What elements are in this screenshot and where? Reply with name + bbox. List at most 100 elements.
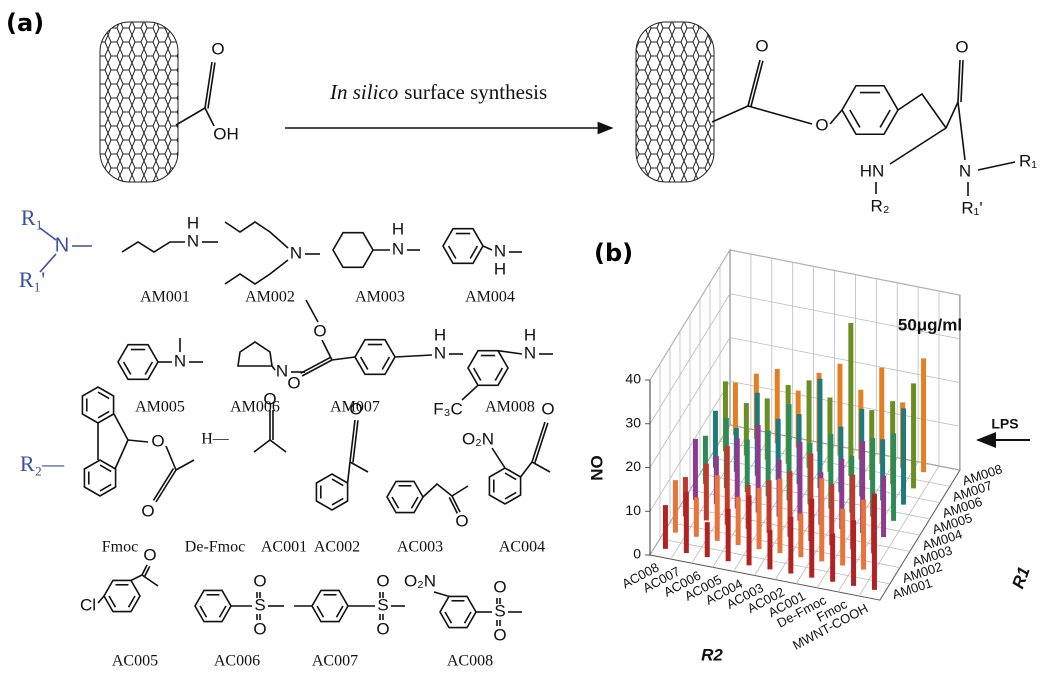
bond (946, 102, 958, 128)
bond (176, 460, 194, 470)
compound-label: AC002 (314, 539, 360, 556)
bond (301, 357, 331, 373)
bond (142, 575, 158, 586)
bond (225, 222, 288, 248)
atom-label: F₃C (433, 399, 463, 418)
atom-label: R₁' (961, 198, 982, 217)
key-label: N (55, 234, 69, 256)
compound-label: AC008 (447, 653, 493, 670)
y-tick-label: 40 (625, 371, 641, 387)
y-tick-label: 10 (625, 502, 641, 518)
ring (333, 233, 373, 268)
compound-label: AC004 (499, 539, 545, 556)
atom-label: O (493, 577, 506, 596)
atom-label: O (263, 389, 276, 408)
atom-label: S (254, 595, 265, 614)
atom-label: N (434, 343, 446, 362)
bond (348, 462, 350, 483)
bond (128, 440, 148, 442)
atom-label: O (815, 115, 828, 134)
atom-label: O (253, 571, 266, 590)
atom-label: O (955, 37, 968, 56)
bond (830, 110, 842, 124)
y-tick-label: 20 (625, 458, 641, 474)
bond (492, 448, 505, 468)
figure: In silicosurface synthesis (a) OOHOOOHNN… (0, 0, 1048, 686)
atom-label: O (253, 619, 266, 638)
key-label: R₁ (21, 205, 43, 230)
bond (254, 440, 286, 452)
atom-label: H (187, 213, 199, 232)
bond (395, 355, 432, 357)
bond (176, 108, 205, 125)
atom-label: O (151, 431, 164, 450)
bond (532, 422, 545, 462)
arrow-label: In silicosurface synthesis (329, 80, 547, 104)
bond (225, 260, 288, 284)
atom-label: N (494, 241, 506, 260)
atom-label: O (376, 571, 389, 590)
atom-label: O (313, 321, 326, 340)
atom-label: O (493, 625, 506, 644)
atom-label: O (755, 36, 768, 55)
compound-label: Fmoc (102, 539, 138, 556)
bond (166, 446, 176, 470)
bond (272, 366, 275, 370)
bond (483, 246, 492, 250)
key-label: R₂— (20, 451, 65, 476)
compound-label: AM008 (485, 399, 535, 416)
bond (98, 596, 104, 603)
atom-label: Cl (80, 595, 96, 614)
bond (122, 242, 185, 252)
bond (961, 60, 963, 102)
nanotube (636, 22, 714, 182)
atom-label: N (959, 161, 971, 180)
compound-label: AC005 (112, 653, 158, 670)
atom-label: S (494, 601, 505, 620)
annotation: LPS (991, 416, 1018, 432)
bond (958, 60, 960, 102)
panel-label: (a) (6, 9, 44, 37)
atom-label: R₁ (1019, 151, 1037, 170)
atom-label: S (377, 595, 388, 614)
atom-label: O (143, 545, 156, 564)
bond (205, 108, 214, 126)
bond (498, 351, 522, 354)
bond (898, 94, 946, 128)
atom-label: H (524, 325, 536, 344)
bond (452, 486, 468, 496)
atom-label: OH (213, 124, 239, 143)
key-bond (40, 228, 56, 240)
atom-label: H (494, 259, 506, 278)
atom-label: O (455, 511, 468, 530)
compound-label: AC003 (397, 539, 443, 556)
z-axis-title: R1 (1008, 564, 1033, 591)
atom-label: O (211, 39, 224, 58)
bond (521, 462, 532, 477)
compound-label: AC006 (214, 653, 260, 670)
atom-label: O (287, 373, 300, 392)
bond (434, 592, 449, 596)
bond (114, 414, 128, 469)
atom-label: H (392, 219, 404, 238)
bond (532, 462, 550, 472)
bond (535, 423, 548, 463)
y-axis-title: NO (587, 455, 606, 481)
ring (238, 342, 272, 366)
atom-label: N (276, 361, 288, 380)
atom-label: HN (860, 161, 885, 180)
nanotube (100, 22, 178, 182)
bond (958, 102, 965, 160)
bond (978, 162, 1015, 170)
atom-label: O (349, 399, 362, 418)
compound-label: AC007 (312, 653, 358, 670)
key-bond (40, 254, 56, 272)
compound-label: De-Fmoc (185, 539, 245, 556)
atom-label: O (376, 619, 389, 638)
page: {"panel_a":{"label":"(a)","arrow_label":… (0, 0, 1048, 686)
x-axis-title: R2 (701, 645, 723, 664)
atom-label: O (141, 501, 154, 520)
bond (748, 60, 760, 106)
bond (302, 360, 332, 376)
atom-label: N (174, 351, 186, 370)
